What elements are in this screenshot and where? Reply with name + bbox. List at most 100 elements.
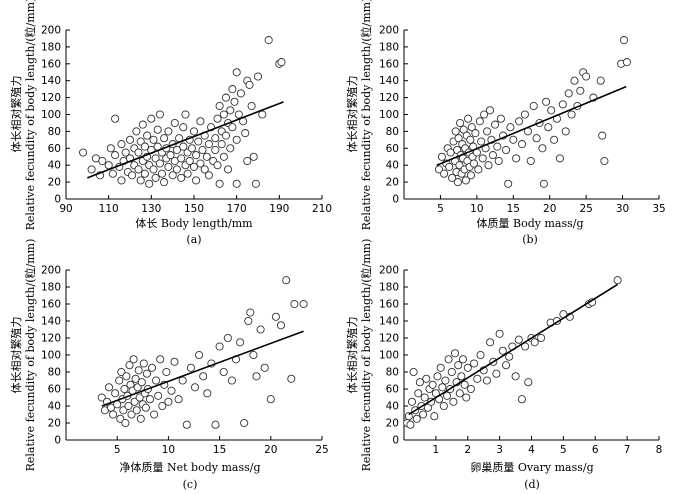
data-point-a-97: [221, 131, 231, 140]
y-axis-title-a-line1: 体长相对繁殖力: [9, 76, 23, 153]
data-point-a-23: [134, 148, 143, 157]
data-point-a-21: [132, 127, 141, 136]
y-tick-label-b-0: 0: [392, 194, 399, 206]
data-point-a-86: [211, 134, 220, 143]
data-point-b-45: [484, 161, 493, 170]
data-point-c-56: [203, 389, 212, 398]
points-a: [79, 36, 286, 188]
data-point-a-101: [226, 144, 235, 153]
data-point-d-45: [486, 338, 495, 347]
data-point-c-52: [186, 363, 195, 372]
data-point-a-72: [189, 127, 199, 136]
data-point-a-45: [157, 169, 167, 178]
panel-label-c: (c): [183, 478, 198, 491]
data-point-c-59: [215, 342, 224, 351]
y-tick-label-d-140: 140: [379, 316, 399, 328]
y-tick-label-a-0: 0: [54, 194, 61, 206]
data-point-b-14: [454, 134, 463, 143]
y-tick-label-c-160: 160: [41, 299, 61, 311]
data-point-c-48: [170, 357, 179, 366]
data-point-c-65: [240, 418, 249, 428]
data-point-d-23: [439, 401, 448, 411]
data-point-c-53: [190, 383, 200, 392]
data-point-a-118: [253, 72, 263, 81]
data-point-b-48: [488, 151, 497, 160]
data-point-d-48: [495, 329, 504, 338]
y-tick-label-c-200: 200: [41, 265, 61, 277]
data-point-a-52: [166, 151, 175, 160]
data-point-d-44: [482, 376, 491, 385]
data-point-c-61: [223, 333, 232, 343]
x-tick-label-a-130: 130: [141, 203, 161, 215]
y-ticks-b: 0 20 40 60 80 100 120 140 160 180 200: [379, 25, 408, 206]
data-point-c-43: [158, 401, 167, 411]
data-point-a-106: [232, 179, 241, 188]
x-tick-label-b-5: 5: [437, 203, 444, 215]
y-tick-label-d-80: 80: [386, 367, 399, 379]
data-point-a-78: [198, 145, 207, 155]
data-point-b-86: [598, 131, 607, 140]
data-point-a-67: [183, 169, 192, 178]
data-point-b-41: [478, 154, 487, 163]
data-point-d-35: [458, 355, 468, 364]
data-point-d-30: [450, 349, 460, 358]
data-point-a-100: [226, 106, 235, 115]
data-point-d-60: [537, 333, 546, 343]
data-point-b-44: [483, 127, 492, 136]
data-point-c-28: [135, 393, 144, 402]
data-point-c-70: [256, 325, 265, 334]
x-tick-label-b-20: 20: [543, 203, 556, 215]
data-point-d-3: [407, 397, 417, 406]
y-axis-title-b-line1: 体长相对繁殖力: [345, 76, 359, 153]
data-point-a-69: [185, 156, 194, 166]
panel-b: 0 20 40 60 80 100 120 140 160 180 200 5 10 15 20 25 30 3…: [345, 0, 666, 246]
data-point-a-0: [79, 148, 88, 157]
data-point-a-11: [117, 140, 126, 149]
x-tick-label-c-5: 5: [114, 444, 121, 456]
data-point-b-0: [434, 165, 444, 174]
data-point-a-87: [211, 145, 220, 155]
data-point-d-38: [463, 363, 472, 372]
data-point-b-6: [446, 148, 455, 157]
x-tick-label-d-5: 5: [560, 444, 567, 456]
y-tick-label-d-40: 40: [386, 401, 399, 413]
data-point-a-57: [172, 145, 181, 155]
data-point-d-49: [498, 346, 507, 355]
data-point-c-27: [134, 366, 143, 375]
data-point-c-9: [116, 414, 125, 423]
x-tick-label-d-1: 1: [433, 444, 440, 456]
data-point-d-19: [433, 372, 442, 381]
data-point-a-18: [128, 171, 137, 180]
data-point-a-24: [136, 176, 145, 185]
data-point-c-22: [129, 355, 138, 364]
data-point-b-46: [485, 106, 495, 115]
data-point-d-26: [444, 355, 453, 364]
data-point-c-45: [162, 367, 171, 377]
data-point-a-51: [164, 127, 173, 136]
data-point-b-38: [474, 165, 483, 174]
y-ticks-c: 0 20 40 60 80 100 120 140 160 180 200: [41, 265, 70, 447]
y-ticks-d: 0 20 40 60 80 100 120 140 160 180 200: [379, 265, 408, 447]
data-point-c-64: [236, 338, 245, 347]
x-ticks-c: 5 10 15 20 25: [114, 436, 329, 456]
data-point-b-65: [532, 134, 541, 143]
data-point-a-83: [204, 171, 213, 180]
data-point-d-21: [436, 363, 445, 372]
data-point-a-36: [149, 165, 158, 174]
data-point-d-1: [404, 412, 413, 421]
y-tick-label-a-100: 100: [41, 109, 61, 121]
y-tick-label-d-100: 100: [379, 350, 399, 362]
data-point-c-72: [266, 395, 275, 404]
data-point-d-29: [449, 397, 458, 406]
data-point-b-1: [437, 152, 446, 161]
data-point-c-75: [282, 276, 291, 285]
data-point-b-15: [455, 161, 464, 170]
y-tick-label-b-20: 20: [386, 177, 399, 189]
x-tick-label-a-190: 190: [269, 203, 289, 215]
data-point-a-103: [228, 123, 237, 132]
x-tick-label-d-8: 8: [656, 444, 663, 456]
x-tick-label-b-25: 25: [579, 203, 592, 215]
data-point-a-93: [217, 140, 226, 149]
x-tick-label-b-35: 35: [652, 203, 665, 215]
data-point-b-90: [622, 58, 631, 67]
